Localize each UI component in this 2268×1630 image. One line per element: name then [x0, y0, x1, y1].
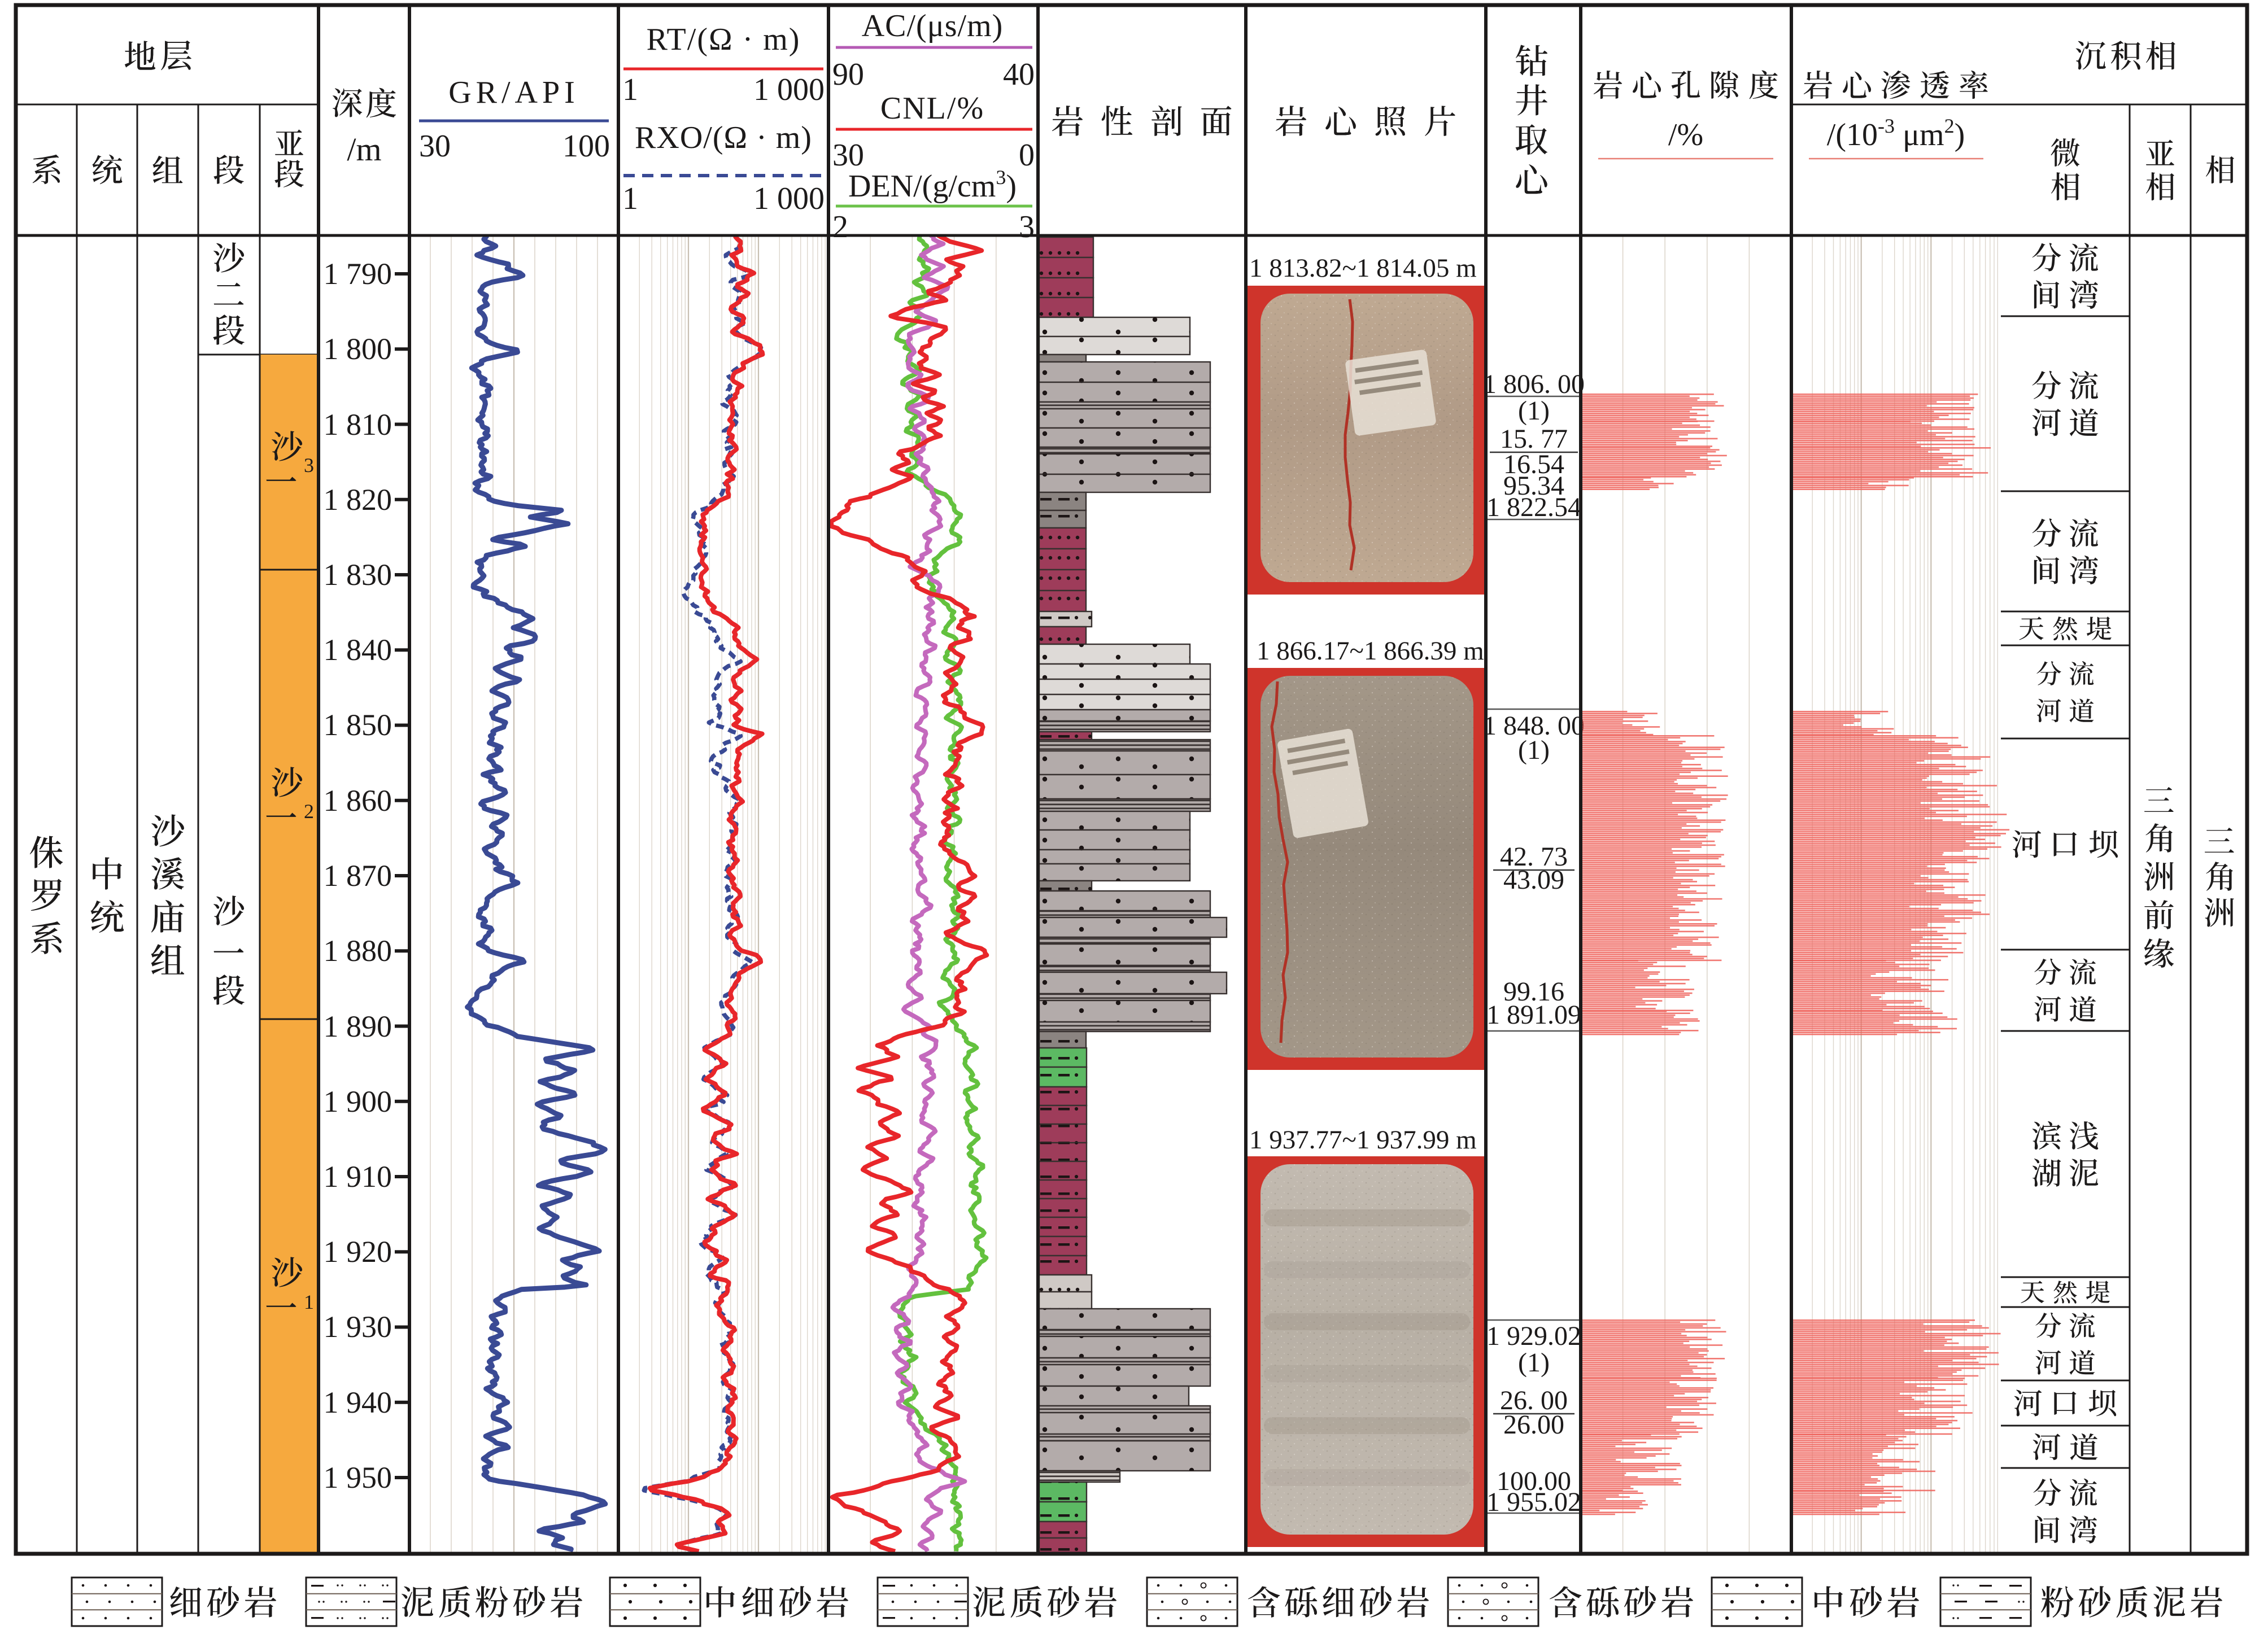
svg-text:GR/API: GR/API: [448, 75, 579, 110]
svg-text:1 900: 1 900: [324, 1085, 392, 1118]
svg-text:1 910: 1 910: [324, 1160, 392, 1194]
svg-text:1 860: 1 860: [324, 784, 392, 818]
svg-text:1 891.09: 1 891.09: [1486, 1000, 1581, 1030]
svg-text:(1): (1): [1518, 396, 1550, 426]
svg-text:(1): (1): [1518, 735, 1550, 765]
svg-text:/(10-3 μm2): /(10-3 μm2): [1827, 115, 1965, 152]
svg-text:2: 2: [832, 209, 848, 244]
svg-text:1: 1: [622, 181, 638, 216]
svg-text:1 000: 1 000: [753, 72, 825, 107]
svg-text:2: 2: [304, 800, 314, 823]
svg-text:1 840: 1 840: [324, 633, 392, 667]
svg-text:1 850: 1 850: [324, 708, 392, 742]
svg-text:90: 90: [832, 57, 864, 92]
svg-text:RXO/(Ω · m): RXO/(Ω · m): [635, 120, 812, 155]
svg-text:1 940: 1 940: [324, 1386, 392, 1419]
svg-text:1 806. 00: 1 806. 00: [1483, 369, 1585, 399]
svg-text:/m: /m: [347, 131, 381, 168]
svg-text:0: 0: [1019, 138, 1035, 173]
svg-text:1 800: 1 800: [324, 332, 392, 366]
svg-text:1 830: 1 830: [324, 558, 392, 592]
svg-text:1: 1: [304, 1291, 314, 1313]
svg-text:1 937.77~1 937.99 m: 1 937.77~1 937.99 m: [1249, 1125, 1477, 1155]
svg-text:1 930: 1 930: [324, 1310, 392, 1344]
svg-text:1 822.54: 1 822.54: [1486, 492, 1581, 522]
svg-text:26.00: 26.00: [1503, 1410, 1564, 1440]
svg-text:16.54: 16.54: [1503, 449, 1564, 479]
svg-text:1 890: 1 890: [324, 1010, 392, 1043]
svg-text:42. 73: 42. 73: [1500, 842, 1568, 872]
svg-text:1 955.02: 1 955.02: [1486, 1487, 1581, 1517]
svg-text:30: 30: [832, 138, 864, 173]
svg-text:1 820: 1 820: [324, 483, 392, 517]
svg-text:1 950: 1 950: [324, 1461, 392, 1494]
svg-text:26. 00: 26. 00: [1500, 1386, 1568, 1415]
svg-text:99.16: 99.16: [1503, 977, 1564, 1007]
svg-text:1 880: 1 880: [324, 934, 392, 968]
svg-text:3: 3: [1019, 209, 1035, 244]
svg-text:15. 77: 15. 77: [1500, 424, 1568, 454]
svg-text:DEN/(g/cm3): DEN/(g/cm3): [848, 166, 1017, 204]
svg-text:43.09: 43.09: [1503, 865, 1564, 895]
svg-text:1 000: 1 000: [753, 181, 825, 216]
svg-text:RT/(Ω · m): RT/(Ω · m): [647, 22, 801, 57]
svg-text:1 866.17~1 866.39 m: 1 866.17~1 866.39 m: [1257, 636, 1484, 666]
svg-text:/%: /%: [1668, 117, 1703, 152]
svg-text:1 810: 1 810: [324, 408, 392, 442]
svg-text:40: 40: [1003, 57, 1035, 92]
svg-text:AC/(μs/m): AC/(μs/m): [862, 8, 1004, 43]
svg-text:100.00: 100.00: [1497, 1466, 1571, 1496]
svg-text:1 790: 1 790: [324, 257, 392, 291]
svg-text:1 929.02: 1 929.02: [1486, 1321, 1581, 1351]
svg-text:1 813.82~1 814.05 m: 1 813.82~1 814.05 m: [1249, 254, 1477, 283]
svg-text:1 920: 1 920: [324, 1235, 392, 1269]
svg-text:1 848. 00: 1 848. 00: [1483, 711, 1585, 741]
svg-text:(1): (1): [1518, 1348, 1550, 1378]
svg-text:1 870: 1 870: [324, 859, 392, 893]
svg-text:1: 1: [622, 72, 638, 107]
svg-text:100: 100: [562, 129, 610, 164]
svg-text:CNL/%: CNL/%: [880, 91, 984, 126]
svg-text:3: 3: [304, 454, 314, 477]
svg-text:30: 30: [419, 129, 451, 164]
svg-text:95.34: 95.34: [1503, 471, 1564, 501]
